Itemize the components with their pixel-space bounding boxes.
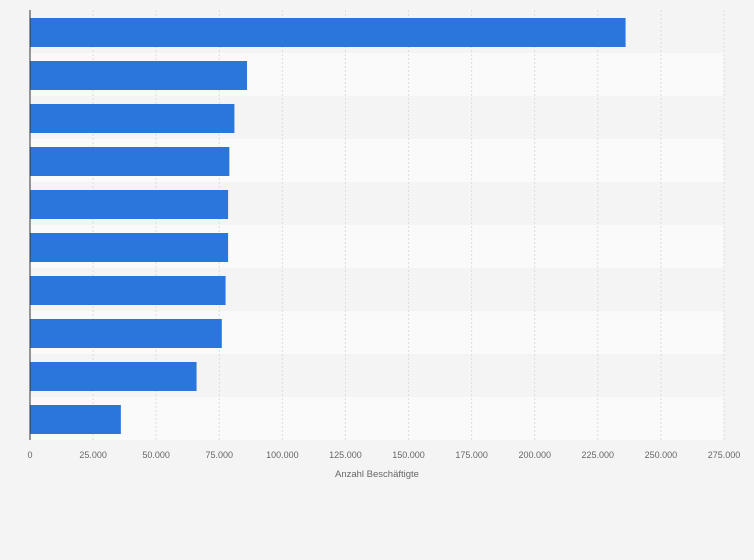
x-tick-label: 250.000 bbox=[645, 450, 678, 460]
bar bbox=[30, 362, 197, 391]
bar bbox=[30, 104, 235, 133]
x-tick-label: 200.000 bbox=[518, 450, 551, 460]
bars bbox=[30, 18, 626, 434]
bar bbox=[30, 319, 222, 348]
x-axis-ticks: 0 25.000 50.000 75.000 100.000 125.000 150.000… bbox=[27, 450, 740, 460]
x-tick-label: 225.000 bbox=[582, 450, 615, 460]
x-tick-label: 50.000 bbox=[142, 450, 170, 460]
x-tick-label: 75.000 bbox=[206, 450, 234, 460]
x-tick-label: 125.000 bbox=[329, 450, 362, 460]
row-band bbox=[30, 397, 724, 440]
x-tick-label: 0 bbox=[27, 450, 32, 460]
x-tick-label: 100.000 bbox=[266, 450, 299, 460]
bar bbox=[30, 190, 229, 219]
bar bbox=[30, 61, 248, 90]
x-tick-label: 150.000 bbox=[392, 450, 425, 460]
x-tick-label: 275.000 bbox=[708, 450, 741, 460]
x-tick-label: 175.000 bbox=[455, 450, 488, 460]
bar bbox=[30, 405, 121, 434]
x-tick-label: 25.000 bbox=[79, 450, 107, 460]
bar bbox=[30, 233, 229, 262]
bar bbox=[30, 147, 230, 176]
bar bbox=[30, 276, 226, 305]
bar bbox=[30, 18, 626, 47]
x-axis-title: Anzahl Beschäftigte bbox=[335, 469, 419, 480]
